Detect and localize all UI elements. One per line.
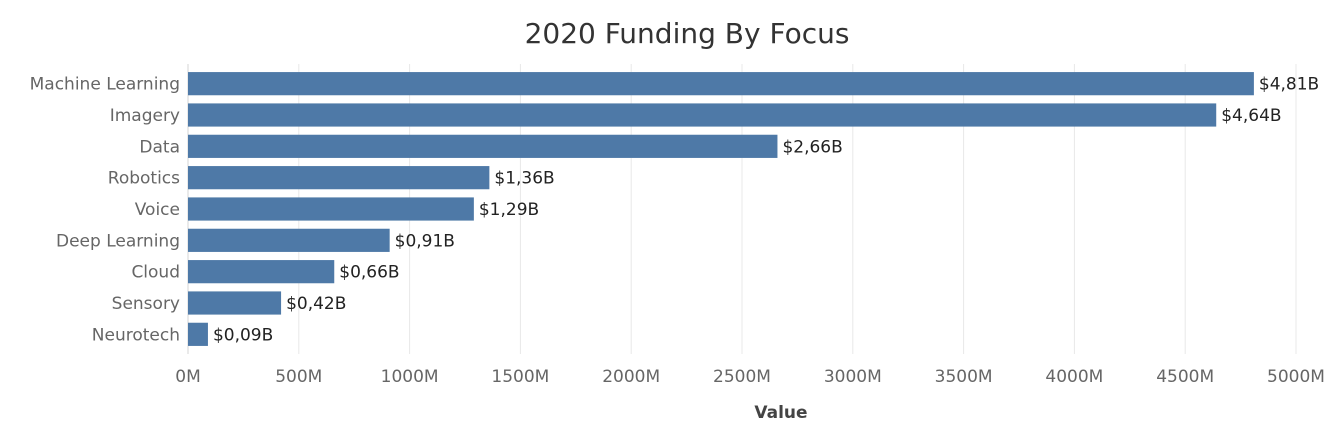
category-labels: Machine Learning Imagery Data Robotics Voice… xyxy=(30,75,181,346)
data-label: $0,09B xyxy=(213,325,273,345)
category-label: Neurotech xyxy=(92,325,180,345)
data-label: $1,29B xyxy=(479,200,539,220)
bar xyxy=(188,72,1254,96)
category-label: Sensory xyxy=(112,294,180,314)
data-label: $4,81B xyxy=(1259,75,1319,95)
category-label: Deep Learning xyxy=(56,231,180,251)
bar xyxy=(188,103,1217,127)
bar xyxy=(188,260,335,284)
x-tick-label: 3000M xyxy=(824,367,882,387)
bars: $4,81B $4,64B $2,66B $1,36B $1,29B $0,91B $0,6… xyxy=(188,72,1319,346)
x-axis-ticks: 0M 500M 1000M 1500M 2000M 2500M 3000M 3500M 4000… xyxy=(175,367,1325,387)
category-label: Data xyxy=(139,137,180,157)
x-tick-label: 3500M xyxy=(935,367,993,387)
category-label: Imagery xyxy=(110,106,180,126)
category-label: Machine Learning xyxy=(30,75,180,95)
x-tick-label: 5000M xyxy=(1267,367,1325,387)
data-label: $0,66B xyxy=(339,263,399,283)
bar xyxy=(188,197,474,221)
data-label: $0,42B xyxy=(286,294,346,314)
category-label: Robotics xyxy=(108,169,180,189)
x-tick-label: 500M xyxy=(275,367,322,387)
data-label: $2,66B xyxy=(782,137,842,157)
bar xyxy=(188,291,282,315)
x-axis-title: Value xyxy=(754,403,807,423)
x-tick-label: 4500M xyxy=(1156,367,1214,387)
chart-title: 2020 Funding By Focus xyxy=(525,17,850,50)
x-tick-label: 1000M xyxy=(381,367,439,387)
x-tick-label: 0M xyxy=(175,367,200,387)
bar xyxy=(188,322,208,346)
data-label: $0,91B xyxy=(395,231,455,251)
bar xyxy=(188,134,778,158)
category-label: Cloud xyxy=(131,263,180,283)
data-label: $1,36B xyxy=(494,169,554,189)
x-tick-label: 1500M xyxy=(491,367,549,387)
x-tick-label: 2000M xyxy=(602,367,660,387)
data-label: $4,64B xyxy=(1221,106,1281,126)
category-label: Voice xyxy=(135,200,180,220)
bar xyxy=(188,228,390,252)
x-tick-label: 2500M xyxy=(713,367,771,387)
x-tick-label: 4000M xyxy=(1045,367,1103,387)
bar xyxy=(188,166,490,190)
